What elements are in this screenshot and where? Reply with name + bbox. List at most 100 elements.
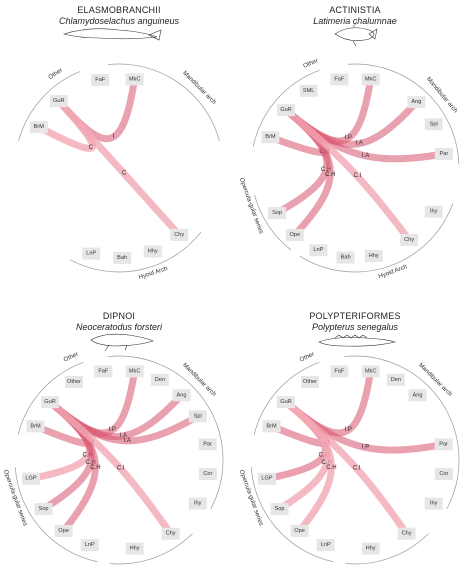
structure-box: FaF: [91, 73, 110, 86]
region-label: Other: [47, 67, 64, 81]
region-arc: [250, 467, 334, 563]
structure-box: Hhy: [125, 542, 144, 555]
structure-label: Spl: [430, 121, 438, 127]
structure-label: GuR: [280, 107, 292, 113]
structure-label: GuR: [53, 98, 65, 104]
structure-box: LnP: [316, 539, 335, 552]
ribbon-label: I.P: [345, 427, 352, 433]
structure-box: MkC: [125, 73, 144, 86]
region-label: Other: [63, 351, 80, 364]
structure-label: Ope: [294, 528, 305, 534]
structure-label: Cor: [439, 471, 448, 477]
ribbon-label: C.H: [326, 465, 336, 471]
coelacanth-icon: [334, 21, 378, 47]
structure-label: Ang: [411, 99, 421, 105]
clade-title: POLYPTERIFORMES: [309, 311, 400, 321]
structure-label: Hhy: [366, 546, 376, 552]
connection-ribbon: [51, 402, 171, 533]
structure-box: Ihy: [424, 205, 443, 218]
structure-label: Bah: [341, 255, 351, 261]
region-arc: [253, 361, 320, 435]
structure-box: Ihy: [424, 497, 443, 510]
structure-box: Spl: [188, 410, 207, 423]
connection-ribbon: [59, 102, 179, 234]
structure-box: LnP: [82, 247, 101, 260]
structure-box: Ang: [408, 389, 427, 402]
ribbon-label: I.P: [109, 427, 116, 433]
structure-box: FaF: [330, 73, 349, 86]
structure-box: SML: [299, 84, 318, 97]
structure-label: Chy: [404, 237, 414, 243]
structure-label: Chy: [174, 232, 184, 238]
structure-box: Ope: [290, 524, 309, 537]
structure-label: Ope: [58, 528, 69, 534]
structure-box: GuR: [277, 396, 296, 409]
structure-label: BrM: [30, 423, 41, 429]
structure-label: Par: [439, 441, 448, 447]
structure-label: Ihy: [194, 501, 202, 507]
structure-label: Sop: [272, 210, 282, 216]
structure-label: Par: [203, 441, 212, 447]
region-arc: [17, 361, 84, 435]
structure-box: Hhy: [364, 250, 383, 263]
ribbon-label: I.P: [345, 135, 352, 141]
structure-box: MkC: [361, 365, 380, 378]
region-arc: [70, 231, 202, 273]
structure-label: MkC: [129, 76, 141, 82]
structure-label: Ope: [289, 232, 300, 238]
structure-label: SML: [303, 88, 315, 94]
ribbon-label: C.I: [353, 466, 361, 472]
region-arc: [345, 533, 429, 565]
region-label: Mandibular arch: [425, 76, 459, 115]
structure-box: Hhy: [361, 542, 380, 555]
structure-box: LnP: [309, 244, 328, 257]
species-name: Polypterus senegalus: [312, 322, 399, 332]
connection-ribbon: [59, 81, 138, 143]
structure-label: GuR: [280, 399, 292, 405]
structure-label: LGP: [261, 476, 272, 482]
region-label: Hyoid Arch: [138, 265, 169, 281]
clade-title: ACTINISTIA: [329, 5, 381, 15]
structure-box: Cor: [434, 468, 453, 481]
structure-label: Hhy: [148, 248, 158, 254]
ribbon-label: I.P: [362, 445, 369, 451]
structure-box: Sop: [34, 503, 53, 516]
structure-box: Chy: [170, 228, 189, 241]
structure-label: Hhy: [369, 253, 379, 259]
structure-label: Ihy: [430, 209, 438, 215]
structure-label: BrM: [34, 124, 45, 130]
region-label: Hyoid Arch: [378, 263, 409, 280]
region-arc: [108, 355, 224, 509]
ribbon-label: C.I: [117, 466, 125, 472]
ribbon-label: C.H: [318, 453, 328, 459]
ribbon-label: C.H: [85, 460, 95, 466]
structure-label: BrM: [266, 423, 277, 429]
region-arc: [347, 63, 460, 165]
structure-box: LGP: [21, 472, 40, 485]
structure-box: Sop: [270, 503, 289, 516]
structure-box: FaF: [94, 365, 113, 378]
structure-box: Spl: [424, 118, 443, 131]
structure-box: MkC: [125, 365, 144, 378]
structure-box: Par: [434, 438, 453, 451]
structure-label: Cor: [203, 471, 212, 477]
structure-box: FaF: [330, 365, 349, 378]
region-label: Opercula-gular series: [238, 177, 265, 235]
structure-label: Hhy: [130, 546, 140, 552]
structure-label: Ang: [177, 392, 187, 398]
clade-title: DIPNOI: [103, 311, 135, 321]
ribbon-label: C.H: [321, 460, 331, 466]
structure-box: BrM: [29, 121, 48, 134]
ribbon-label: C.I: [354, 173, 362, 179]
structure-label: Ihy: [430, 501, 438, 507]
structure-label: Den: [155, 377, 165, 383]
ribbon-label: I.A: [355, 141, 362, 147]
structure-label: BrM: [265, 134, 276, 140]
ribbon-label: C.H: [82, 453, 92, 459]
structure-label: MkC: [365, 368, 377, 374]
region-arc: [254, 194, 292, 251]
ribbon-label: I.A: [362, 153, 369, 159]
